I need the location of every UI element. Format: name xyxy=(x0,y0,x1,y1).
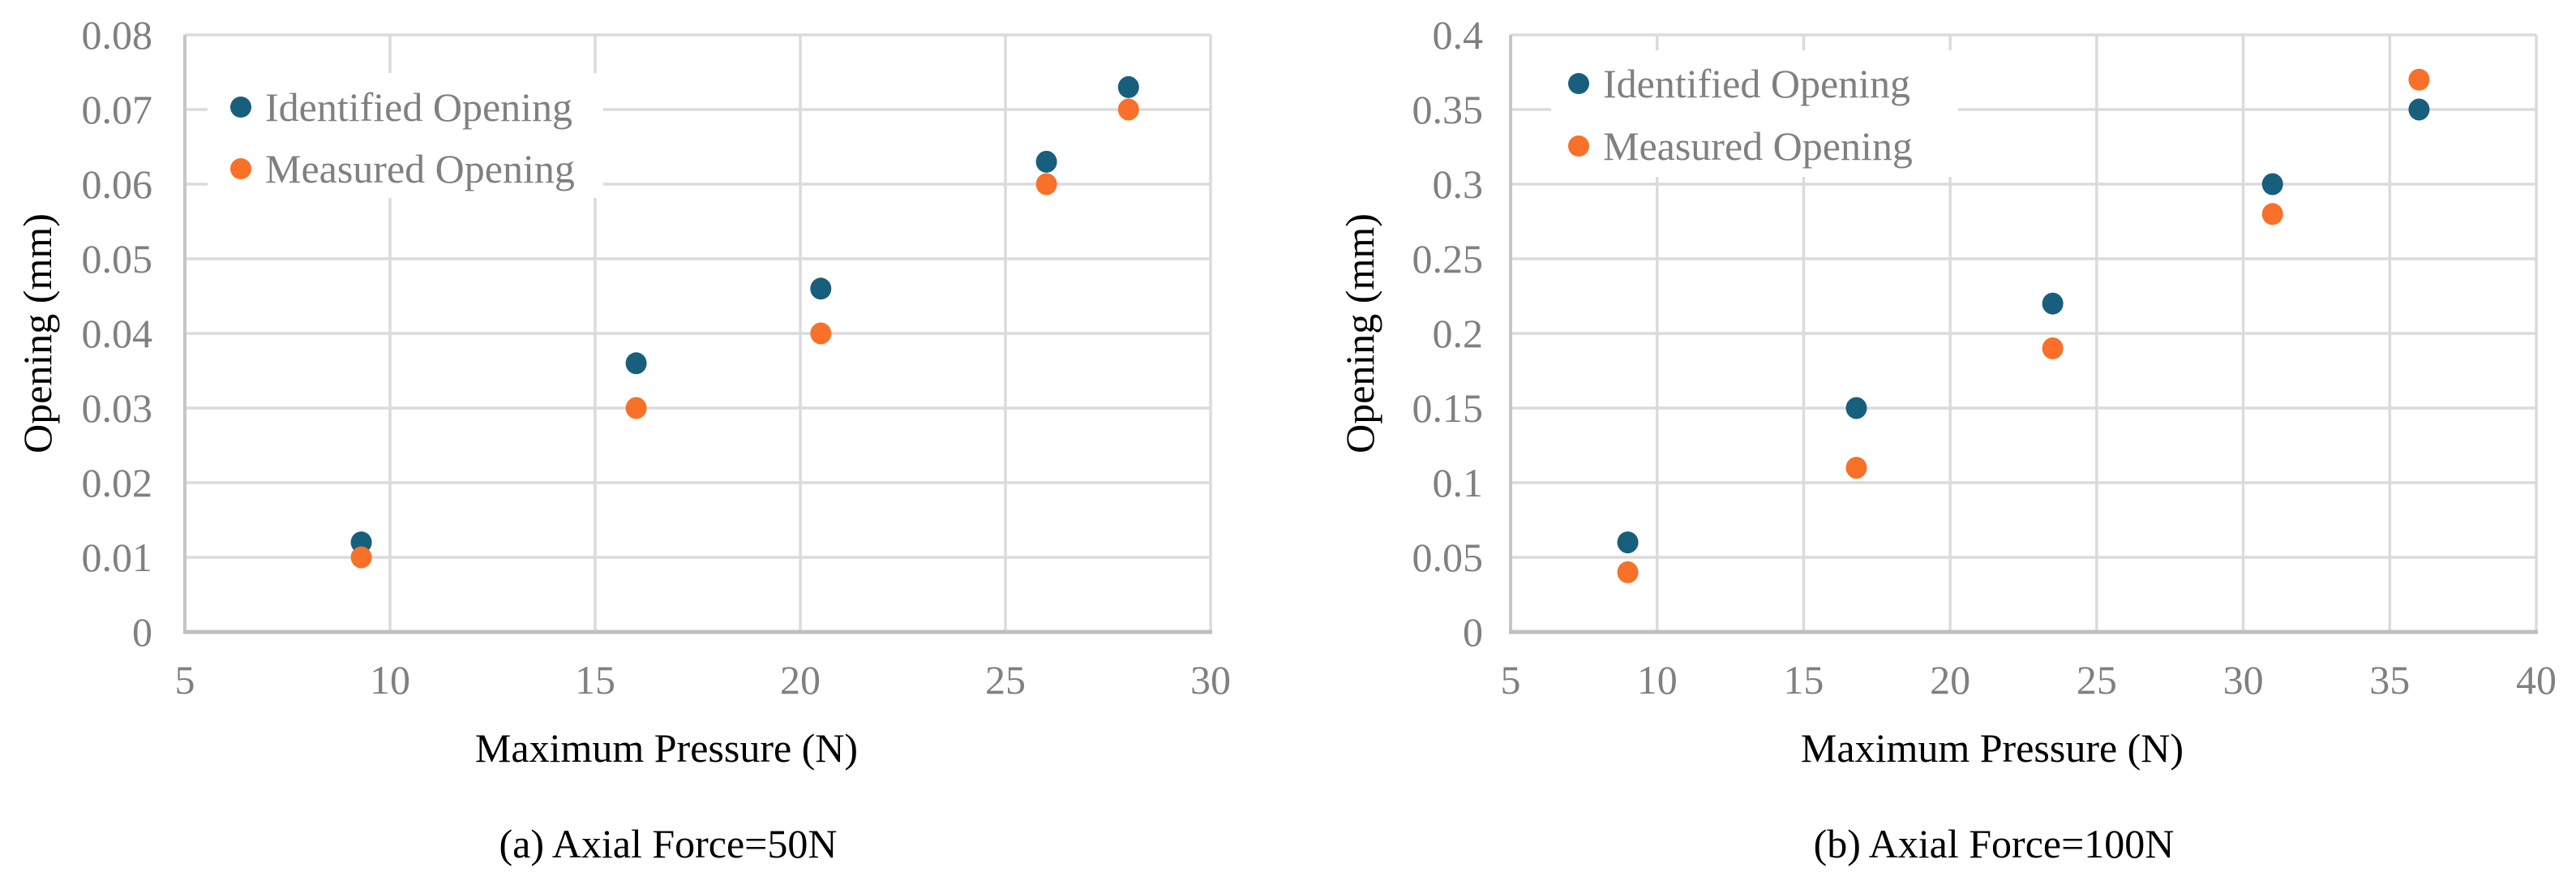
x-tick-label: 35 xyxy=(2369,657,2410,703)
y-tick-label: 0 xyxy=(1463,609,1483,655)
y-tick-label: 0.2 xyxy=(1433,311,1484,356)
legend-label-measured: Measured Opening xyxy=(265,146,575,191)
data-point-measured xyxy=(1845,457,1867,479)
legend-label-identified: Identified Opening xyxy=(265,84,572,130)
legend-label-identified: Identified Opening xyxy=(1603,61,1910,106)
x-tick-label: 30 xyxy=(2223,657,2264,703)
data-point-identified xyxy=(810,277,832,300)
data-point-identified xyxy=(2261,173,2283,196)
data-point-identified xyxy=(1117,75,1139,98)
x-axis-title: Maximum Pressure (N) xyxy=(1801,725,2184,771)
y-tick-label: 0.25 xyxy=(1412,236,1484,281)
subfigure-caption: (b) Axial Force=100N xyxy=(1814,821,2175,866)
figure-panel-b: 0 0.05 0.1 0.15 0.2 0.25 0.3 0.35 0.4 5 10 15 20 25 30… xyxy=(1337,12,2557,866)
y-tick-label: 0.03 xyxy=(82,385,153,431)
figure-panel-a: 0 0.01 0.02 0.03 0.04 0.05 0.06 0.07 0.08 5 10 15 20… xyxy=(15,12,1231,866)
data-point-identified xyxy=(625,352,647,375)
y-tick-label: 0.3 xyxy=(1433,161,1484,207)
legend-label-measured: Measured Opening xyxy=(1603,123,1913,169)
legend-marker-measured-icon xyxy=(1568,135,1589,157)
data-point-measured xyxy=(1035,173,1057,196)
y-tick-label: 0.15 xyxy=(1412,385,1484,431)
legend-marker-measured-icon xyxy=(230,158,251,179)
x-tick-label: 20 xyxy=(1930,657,1970,703)
y-tick-label: 0 xyxy=(132,609,152,655)
y-tick-label: 0.07 xyxy=(82,87,153,132)
x-tick-label: 5 xyxy=(175,657,195,703)
legend-background xyxy=(1551,50,1958,177)
data-point-measured xyxy=(1617,561,1639,583)
y-tick-label: 0.05 xyxy=(82,236,153,281)
x-tick-label: 20 xyxy=(780,657,821,703)
y-tick-label: 0.4 xyxy=(1433,12,1484,58)
y-tick-label: 0.02 xyxy=(82,460,153,505)
data-point-measured xyxy=(1117,98,1139,121)
y-tick-label: 0.01 xyxy=(82,535,153,580)
data-point-identified xyxy=(1617,531,1639,554)
subfigure-caption: (a) Axial Force=50N xyxy=(499,821,838,866)
y-axis-title: Opening (mm) xyxy=(1337,213,1382,453)
x-tick-label: 15 xyxy=(1783,657,1824,703)
data-point-measured xyxy=(350,546,372,569)
data-point-measured xyxy=(2408,68,2430,91)
legend-marker-identified-icon xyxy=(230,97,251,118)
x-tick-label: 10 xyxy=(1637,657,1678,703)
x-tick-label: 15 xyxy=(575,657,615,703)
y-tick-label: 0.1 xyxy=(1433,460,1484,505)
x-tick-label: 10 xyxy=(370,657,410,703)
data-point-measured xyxy=(810,322,832,345)
y-tick-label: 0.35 xyxy=(1412,87,1484,132)
y-tick-label: 0.05 xyxy=(1412,535,1484,580)
y-tick-label: 0.08 xyxy=(82,12,153,58)
data-point-identified xyxy=(1845,397,1867,419)
y-tick-label: 0.06 xyxy=(82,161,153,207)
legend-marker-identified-icon xyxy=(1568,73,1589,94)
data-point-identified xyxy=(1035,150,1057,173)
legend-background xyxy=(208,73,603,198)
y-axis-title: Opening (mm) xyxy=(15,213,60,453)
x-tick-label: 5 xyxy=(1501,657,1521,703)
data-point-measured xyxy=(2261,203,2283,226)
data-point-measured xyxy=(625,397,647,419)
y-tick-label: 0.04 xyxy=(82,311,153,356)
data-point-measured xyxy=(2042,337,2064,359)
data-point-identified xyxy=(2042,292,2064,315)
x-tick-label: 25 xyxy=(985,657,1026,703)
x-axis-title: Maximum Pressure (N) xyxy=(475,725,858,771)
x-tick-label: 25 xyxy=(2077,657,2117,703)
x-tick-label: 40 xyxy=(2516,657,2557,703)
data-point-identified xyxy=(2408,98,2430,121)
x-tick-label: 30 xyxy=(1190,657,1231,703)
